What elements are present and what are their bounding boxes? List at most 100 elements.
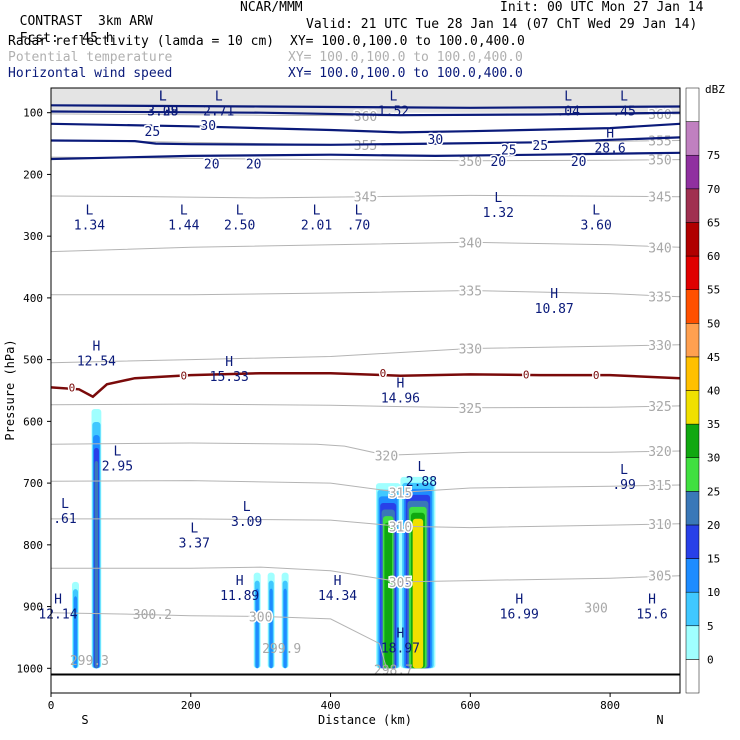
zero-label-4: 0 bbox=[593, 369, 600, 382]
x-axis-label: Distance (km) bbox=[318, 713, 412, 727]
center-value-1: 3.09 bbox=[147, 104, 178, 119]
fcst-label: Fcst: bbox=[19, 31, 59, 46]
center-value-8: 1.44 bbox=[168, 219, 199, 234]
center-marker-18: L bbox=[113, 444, 121, 459]
init-time: Init: 00 UTC Mon 27 Jan 14 bbox=[500, 0, 704, 15]
colorbar-swatch-4 bbox=[685, 524, 700, 559]
valid-time: Valid: 21 UTC Tue 28 Jan 14 (07 ChT Wed … bbox=[306, 17, 698, 32]
theta-contour-310 bbox=[51, 518, 681, 529]
theta-contour-345 bbox=[50, 194, 681, 199]
center-marker-4: L bbox=[564, 89, 572, 104]
y-tick-label-200: 200 bbox=[23, 168, 43, 181]
center-marker-24: H bbox=[236, 574, 244, 589]
center-marker-23: L bbox=[243, 500, 251, 515]
colorbar-label-35: 35 bbox=[707, 418, 720, 431]
colorbar-swatch-16 bbox=[685, 121, 700, 156]
y-tick-label-600: 600 bbox=[23, 415, 43, 428]
colorbar-swatch-3 bbox=[685, 558, 700, 593]
theta-extra-label-3: 298.7 bbox=[374, 663, 413, 678]
theta-label-340: 340 bbox=[459, 236, 482, 251]
center-value-13: 3.60 bbox=[580, 219, 611, 234]
theta-extra-label-0: 300.2 bbox=[133, 608, 172, 623]
theta-contour-335 bbox=[51, 289, 681, 298]
reflectivity-cell-6-level-8 bbox=[412, 518, 424, 669]
reflectivity-cell-4-level-3 bbox=[283, 588, 287, 669]
y-axis-label: Pressure (hPa) bbox=[3, 339, 17, 440]
center-marker-0: L bbox=[159, 89, 167, 104]
forecast-hour: Fcst: 45 h bbox=[4, 18, 114, 46]
colorbar-swatch-12 bbox=[685, 255, 700, 290]
colorbar-swatch-8 bbox=[685, 390, 700, 425]
theta-contour-320 bbox=[50, 442, 681, 456]
theta-contour-305 bbox=[51, 566, 681, 583]
model-name: 3km ARW bbox=[97, 14, 153, 29]
center-value-5: .45 bbox=[612, 104, 635, 119]
center-value-17: 14.96 bbox=[381, 391, 420, 406]
theta-label-310: 310 bbox=[389, 520, 412, 535]
center-value-6: 28.6 bbox=[594, 141, 625, 156]
y-tick-label-400: 400 bbox=[23, 292, 43, 305]
colorbar-swatch-9 bbox=[685, 356, 700, 391]
center-marker-16: H bbox=[225, 355, 233, 370]
center-marker-5: L bbox=[620, 89, 628, 104]
colorbar-unit: dBZ bbox=[705, 83, 725, 96]
project-title: CONTRAST 3km ARW bbox=[4, 1, 153, 29]
center-marker-21: L bbox=[61, 497, 69, 512]
wind-label-4: 30 bbox=[428, 133, 444, 148]
center-value-16: 15.33 bbox=[210, 370, 249, 385]
colorbar-label-65: 65 bbox=[707, 216, 720, 229]
y-tick-label-100: 100 bbox=[23, 107, 43, 120]
x-tick-label-600: 600 bbox=[460, 699, 480, 712]
center-marker-12: L bbox=[494, 191, 502, 206]
theta-label-right-350: 350 bbox=[648, 154, 671, 169]
colorbar-label-60: 60 bbox=[707, 250, 720, 263]
x-tick-label-400: 400 bbox=[321, 699, 341, 712]
fcst-value: 45 h bbox=[82, 31, 114, 46]
colorbar-swatch-5 bbox=[685, 491, 700, 526]
center-marker-6: H bbox=[606, 126, 614, 141]
wind-label-3: 20 bbox=[246, 157, 262, 172]
wind-label-2: 20 bbox=[204, 157, 220, 172]
colorbar-label-0: 0 bbox=[707, 653, 714, 666]
y-tick-label-900: 900 bbox=[23, 601, 43, 614]
x-tick-label-800: 800 bbox=[600, 699, 620, 712]
y-tick-label-500: 500 bbox=[23, 354, 43, 367]
colorbar-swatch-2 bbox=[685, 591, 700, 627]
wind-label-8: 20 bbox=[571, 155, 587, 170]
field-3-xy: XY= 100.0,100.0 to 100.0,400.0 bbox=[288, 66, 523, 81]
center-value-20: .99 bbox=[612, 478, 635, 493]
pressure-center-labels: L3.28L3.09L2.71L1.52L.04L.45H28.6L1.34L1… bbox=[38, 89, 667, 656]
center-marker-20: L bbox=[620, 463, 628, 478]
colorbar-swatch-7 bbox=[685, 423, 700, 458]
wind-contour-25 bbox=[50, 136, 681, 146]
theta-label-335: 335 bbox=[459, 284, 482, 299]
y-tick-label-300: 300 bbox=[23, 230, 43, 243]
theta-label-315: 315 bbox=[389, 486, 412, 501]
theta-label-right-360: 360 bbox=[648, 108, 671, 123]
center-marker-8: L bbox=[180, 204, 188, 219]
wind-contour-35 bbox=[50, 110, 681, 117]
center-value-14: 10.87 bbox=[535, 302, 574, 317]
colorbar-swatch-15 bbox=[685, 154, 700, 190]
theta-contour-315 bbox=[50, 480, 681, 493]
center-value-7: 1.34 bbox=[74, 219, 105, 234]
y-tick-label-800: 800 bbox=[23, 539, 43, 552]
center-value-24: 11.89 bbox=[220, 589, 259, 604]
field-2-name: Potential temperature bbox=[8, 50, 173, 65]
colorbar-swatch-10 bbox=[685, 323, 700, 358]
colorbar-label-75: 75 bbox=[707, 149, 720, 162]
x-tick-label-200: 200 bbox=[181, 699, 201, 712]
theta-extra-label-4: 300 bbox=[584, 602, 607, 617]
y-tick-label-700: 700 bbox=[23, 477, 43, 490]
colorbar-label-5: 5 bbox=[707, 620, 714, 633]
colorbar-label-70: 70 bbox=[707, 183, 720, 196]
x-tick-label-0: 0 bbox=[48, 699, 55, 712]
center-marker-7: L bbox=[86, 204, 94, 219]
project-name: CONTRAST bbox=[19, 14, 83, 29]
center-marker-11: L bbox=[355, 204, 363, 219]
center-value-15: 12.54 bbox=[77, 354, 116, 369]
